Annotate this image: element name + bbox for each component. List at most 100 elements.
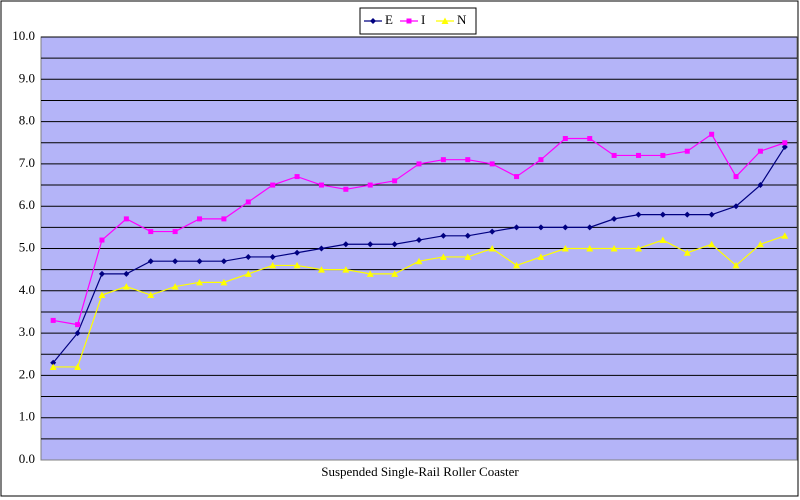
point	[757, 182, 764, 189]
point	[147, 291, 155, 299]
point	[513, 224, 520, 231]
point	[50, 359, 57, 366]
point	[757, 148, 763, 154]
point	[123, 270, 130, 277]
point	[416, 237, 422, 244]
point	[537, 253, 545, 260]
point	[392, 178, 398, 184]
point	[317, 266, 325, 273]
point	[441, 17, 449, 24]
point	[196, 278, 204, 286]
point	[586, 224, 593, 231]
point	[220, 258, 227, 265]
point	[318, 182, 324, 188]
point	[634, 245, 642, 252]
point	[611, 215, 618, 222]
y-tick-label: 1.0	[19, 409, 35, 424]
legend-label: N	[457, 12, 467, 27]
point	[342, 241, 349, 248]
point	[99, 237, 105, 243]
point	[439, 253, 447, 260]
point	[171, 283, 179, 290]
point	[245, 199, 251, 205]
point	[74, 363, 82, 370]
point	[756, 240, 764, 248]
point	[270, 182, 276, 188]
point	[196, 258, 203, 265]
point	[709, 131, 715, 137]
point	[122, 283, 130, 290]
point	[367, 241, 374, 248]
point	[561, 245, 569, 252]
y-tick-label: 9.0	[19, 70, 35, 85]
y-tick-label: 2.0	[19, 366, 35, 381]
point	[220, 278, 228, 286]
point	[318, 245, 325, 252]
point	[342, 266, 350, 273]
y-tick-label: 5.0	[19, 239, 35, 254]
point	[611, 152, 617, 158]
point	[538, 157, 544, 163]
point	[244, 270, 252, 277]
point	[293, 261, 301, 269]
point	[416, 161, 422, 167]
point	[733, 203, 740, 210]
point	[391, 241, 398, 248]
point	[659, 236, 667, 244]
point	[465, 157, 471, 163]
point	[514, 174, 520, 180]
point	[708, 211, 715, 218]
point	[366, 270, 374, 277]
legend-label: I	[421, 12, 425, 27]
point	[370, 18, 376, 24]
point	[684, 148, 690, 154]
point	[98, 291, 106, 299]
point	[123, 216, 129, 222]
y-tick-label: 7.0	[19, 155, 35, 170]
point	[489, 228, 496, 235]
point	[197, 216, 203, 222]
point	[537, 224, 544, 231]
point	[513, 261, 521, 269]
point	[733, 174, 739, 180]
point	[610, 245, 618, 252]
legend-label: E	[385, 12, 393, 27]
point	[74, 330, 81, 337]
point	[49, 363, 57, 370]
point	[367, 182, 373, 188]
point	[98, 270, 105, 277]
point	[683, 249, 691, 256]
point	[245, 253, 252, 260]
point	[269, 261, 277, 269]
point	[440, 157, 446, 163]
point	[148, 229, 154, 235]
point	[464, 253, 472, 260]
point	[172, 258, 179, 265]
y-tick-label: 8.0	[19, 113, 35, 128]
series	[50, 131, 788, 328]
point	[75, 322, 81, 328]
series	[50, 143, 788, 366]
point	[781, 143, 788, 150]
point	[586, 245, 594, 252]
point	[406, 18, 412, 24]
point	[782, 140, 788, 146]
point	[415, 257, 423, 265]
point	[635, 152, 641, 158]
point	[172, 229, 178, 235]
point	[464, 232, 471, 239]
series	[49, 232, 789, 370]
point	[269, 253, 276, 260]
point	[708, 240, 716, 248]
point	[732, 261, 740, 269]
point	[781, 232, 789, 239]
point	[488, 245, 496, 252]
point	[343, 186, 349, 192]
point	[294, 174, 300, 180]
point	[562, 224, 569, 231]
point	[659, 211, 666, 218]
x-axis-title: Suspended Single-Rail Roller Coaster	[321, 464, 519, 479]
point	[294, 249, 301, 256]
point	[562, 136, 568, 142]
